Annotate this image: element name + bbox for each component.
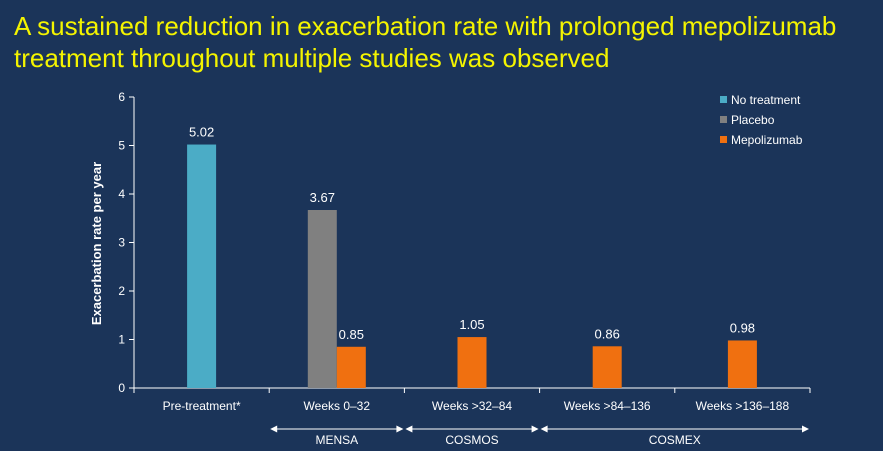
legend-label-no-treatment: No treatment: [731, 93, 801, 107]
y-tick-label: 5: [118, 139, 125, 153]
data-label: 0.86: [595, 326, 620, 341]
legend-swatch-mepolizumab: [720, 136, 727, 143]
study-label-mensa: MENSA: [315, 433, 358, 447]
study-label-cosmos: COSMOS: [445, 433, 498, 447]
y-tick-label: 2: [118, 284, 125, 298]
bar-mepolizumab: [592, 346, 622, 388]
arrow-head-left: [540, 425, 548, 433]
data-label: 0.98: [730, 320, 755, 335]
chart-study-spans: MENSA COSMOS COSMEX: [270, 425, 809, 447]
x-category-label: Weeks >32–84: [432, 399, 512, 413]
x-category-label: Weeks >84–136: [564, 399, 651, 413]
study-label-cosmex: COSMEX: [649, 433, 701, 447]
bar-placebo: [307, 210, 337, 388]
legend-swatch-placebo: [720, 116, 727, 123]
bar-mepolizumab: [336, 346, 366, 388]
legend-label-mepolizumab: Mepolizumab: [731, 133, 803, 147]
data-label: 0.85: [339, 327, 364, 342]
x-category-label: Weeks >136–188: [696, 399, 790, 413]
arrow-head-right: [531, 425, 539, 433]
chart-legend: No treatment Placebo Mepolizumab: [720, 93, 803, 147]
bar-mepolizumab: [457, 337, 487, 388]
arrow-head-right: [802, 425, 809, 433]
data-label: 3.67: [310, 190, 335, 205]
data-label: 5.02: [189, 125, 214, 140]
bar-mepolizumab: [727, 340, 757, 388]
chart-category-labels: Pre-treatment* Weeks 0–32 Weeks >32–84 Week…: [163, 399, 790, 413]
chart-bars: [187, 144, 757, 388]
legend-swatch-no-treatment: [720, 96, 727, 103]
bar-no-treatment: [187, 144, 217, 388]
chart-axes: 0 1 2 3 4 5 6: [118, 90, 811, 395]
legend-label-placebo: Placebo: [731, 113, 775, 127]
arrow-head-right: [396, 425, 404, 433]
slide-title: A sustained reduction in exacerbation ra…: [14, 11, 837, 73]
y-tick-label: 4: [118, 187, 125, 201]
y-tick-label: 0: [118, 381, 125, 395]
x-category-label: Pre-treatment*: [163, 399, 241, 413]
chart-value-labels: 5.02 3.67 0.85 1.05 0.86 0.98: [189, 125, 755, 342]
x-category-label: Weeks 0–32: [304, 399, 371, 413]
arrow-head-left: [270, 425, 278, 433]
y-axis-label: Exacerbation rate per year: [89, 162, 104, 325]
arrow-head-left: [405, 425, 413, 433]
y-tick-label: 6: [118, 90, 125, 104]
y-tick-label: 1: [118, 333, 125, 347]
data-label: 1.05: [459, 317, 484, 332]
y-tick-label: 3: [118, 236, 125, 250]
